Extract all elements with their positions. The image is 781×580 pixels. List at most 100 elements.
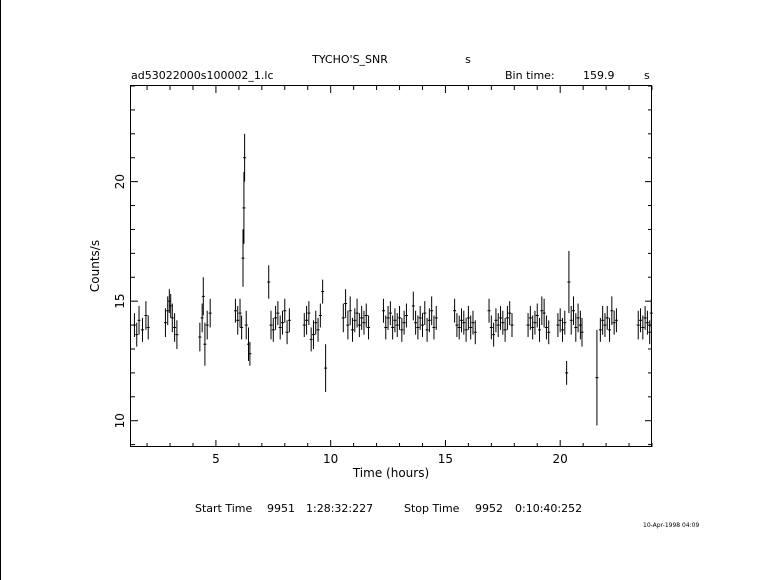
y-tick-label: 20 — [113, 174, 127, 189]
data-point — [274, 305, 278, 330]
bin-time-value: 159.9 — [583, 69, 615, 82]
data-point — [285, 320, 289, 345]
data-point — [595, 329, 599, 426]
start-time-clock: 1:28:32:227 — [306, 502, 373, 515]
data-point — [302, 313, 306, 338]
data-point — [132, 313, 136, 338]
data-point — [455, 313, 459, 338]
data-point — [283, 298, 287, 323]
data-point — [205, 310, 209, 340]
chart-title-suffix: s — [465, 53, 471, 66]
data-point — [574, 313, 578, 342]
stop-time-clock: 0:10:40:252 — [515, 502, 582, 515]
data-point — [321, 279, 325, 304]
data-point — [316, 317, 320, 342]
data-point — [457, 315, 461, 340]
data-point — [425, 317, 429, 342]
data-point — [367, 315, 371, 340]
data-point — [501, 310, 505, 335]
data-point — [287, 308, 291, 333]
data-point — [460, 308, 464, 333]
data-point — [169, 293, 173, 318]
data-point — [400, 317, 404, 342]
data-point — [639, 308, 643, 333]
data-point — [569, 305, 573, 335]
data-points — [132, 133, 653, 426]
data-point — [355, 298, 359, 328]
data-point — [137, 305, 141, 335]
data-point — [503, 317, 507, 342]
data-point — [605, 305, 609, 330]
data-point — [556, 313, 560, 338]
data-point — [391, 315, 395, 340]
data-point — [567, 250, 571, 314]
data-point — [242, 172, 246, 244]
data-point — [362, 310, 366, 335]
data-point — [411, 291, 415, 321]
x-tick-label: 10 — [323, 452, 338, 466]
window-edge — [0, 0, 1, 580]
data-point — [360, 305, 364, 330]
bin-time-label: Bin time: — [505, 69, 555, 82]
data-point — [576, 303, 580, 333]
data-point — [563, 310, 567, 335]
axis-tick-labels: 5 10 15 20 10 15 20 — [113, 174, 568, 466]
data-point — [434, 305, 438, 330]
data-point — [233, 298, 237, 323]
data-point — [641, 315, 645, 340]
data-point — [198, 322, 202, 352]
data-point — [278, 315, 282, 340]
y-tick-label: 10 — [113, 413, 127, 428]
plot-timestamp: 10-Apr-1998 04:09 — [643, 522, 699, 529]
data-point — [166, 296, 170, 326]
data-point — [535, 303, 539, 328]
data-point — [544, 315, 548, 340]
data-point — [348, 296, 352, 326]
data-point — [464, 317, 468, 342]
data-point — [135, 322, 139, 347]
data-point — [344, 289, 348, 318]
data-point — [528, 305, 532, 330]
data-point — [307, 301, 311, 326]
chart-title: TYCHO'S_SNR — [311, 53, 388, 66]
stop-time-day: 9952 — [475, 502, 503, 515]
data-point — [466, 305, 470, 330]
data-point — [386, 305, 390, 330]
data-point — [469, 315, 473, 340]
data-point — [430, 296, 434, 326]
data-point — [547, 320, 551, 345]
data-point — [414, 310, 418, 335]
data-point — [542, 298, 546, 328]
data-point — [241, 229, 245, 287]
y-tick-label: 15 — [113, 294, 127, 309]
y-axis-label: Counts/s — [88, 240, 102, 292]
data-point — [146, 315, 150, 340]
data-point — [649, 298, 653, 328]
data-point — [643, 305, 647, 330]
data-point — [538, 317, 542, 342]
data-point — [572, 296, 576, 326]
data-point — [645, 310, 649, 335]
data-point — [140, 317, 144, 342]
data-point — [170, 303, 174, 333]
data-point — [324, 344, 328, 393]
start-time-label: Start Time — [195, 502, 253, 515]
data-point — [269, 310, 273, 340]
data-point — [565, 360, 569, 385]
data-point — [578, 310, 582, 340]
data-point — [580, 317, 584, 347]
data-point — [244, 310, 248, 340]
data-point — [494, 308, 498, 333]
data-point — [267, 265, 271, 299]
data-point — [311, 320, 315, 349]
data-point — [499, 305, 503, 330]
data-point — [175, 320, 179, 349]
data-point — [423, 301, 427, 326]
data-point — [346, 310, 350, 340]
data-point — [636, 310, 640, 340]
data-point — [601, 305, 605, 335]
start-time-day: 9951 — [267, 502, 295, 515]
data-point — [276, 301, 280, 326]
data-point — [598, 317, 602, 342]
